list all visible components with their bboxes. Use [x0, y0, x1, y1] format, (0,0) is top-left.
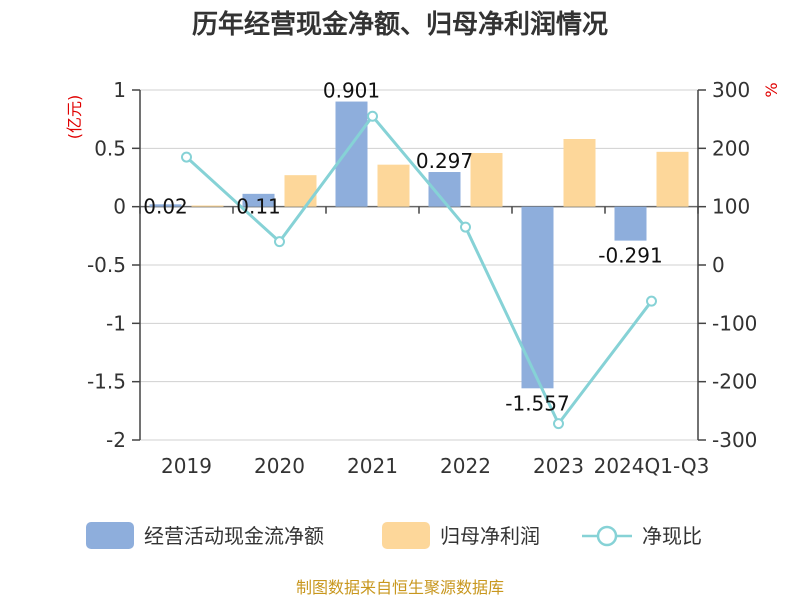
cashflow-data-label: 0.901 [323, 79, 380, 103]
legend-swatch-cashflow [86, 522, 134, 549]
right-axis-unit: % [762, 82, 781, 97]
ratio-point [181, 151, 192, 163]
category-label: 2019 [161, 454, 212, 478]
ratio-point [460, 221, 471, 233]
left-axis-tick-label: 0 [113, 195, 126, 219]
right-axis-tick-label: -300 [712, 428, 757, 452]
data-labels: 0.02 0.11 0.901 0.297 -1.557 -0.291 [143, 79, 663, 416]
cashflow-bar [335, 101, 368, 207]
cashflow-data-label: -0.291 [598, 244, 662, 268]
net-profit-bar [377, 164, 410, 207]
left-axis-tick-label: -2 [106, 428, 126, 452]
left-axis-tick-label: -1.5 [87, 370, 126, 394]
net-profit-bar [284, 175, 317, 207]
cashflow-bar [614, 206, 647, 241]
cashflow-data-label: -1.557 [505, 391, 569, 415]
category-label: 2021 [347, 454, 398, 478]
category-label: 2022 [440, 454, 491, 478]
legend-marker-ratio [596, 525, 618, 547]
ratio-point [367, 110, 378, 122]
ratio-point [553, 418, 564, 430]
left-axis-tick-label: -0.5 [87, 253, 126, 277]
category-label: 2020 [254, 454, 305, 478]
category-label: 2024Q1-Q3 [594, 454, 710, 478]
category-label: 2023 [533, 454, 584, 478]
chart-title: 历年经营现金净额、归母净利润情况 [192, 9, 608, 40]
right-axis-tick-label: 300 [712, 78, 750, 102]
legend-label-cashflow: 经营活动现金流净额 [144, 524, 324, 548]
right-axis-tick-label: 0 [712, 253, 725, 277]
legend-label-ratio: 净现比 [642, 524, 702, 548]
axes: 10.50-0.5-1-1.5-23002001000-100-200-3002… [87, 78, 757, 478]
cashflow-data-label: 0.02 [143, 195, 188, 219]
left-axis-tick-label: 1 [113, 78, 126, 102]
ratio-line [181, 110, 657, 430]
right-axis-tick-label: 100 [712, 195, 750, 219]
right-axis-tick-label: 200 [712, 136, 750, 160]
left-axis-tick-label: -1 [106, 311, 126, 335]
legend-swatch-net-profit [382, 522, 430, 549]
net-profit-bar [656, 151, 689, 207]
ratio-point [646, 295, 657, 307]
cashflow-bar [149, 204, 182, 207]
ratio-point [274, 236, 285, 248]
legend-label-net-profit: 归母净利润 [440, 524, 540, 548]
right-axis-tick-label: -200 [712, 370, 757, 394]
right-axis-tick-label: -100 [712, 311, 757, 335]
cashflow-bar [242, 193, 275, 207]
cashflow-data-label: 0.11 [236, 195, 281, 219]
cashflow-data-label: 0.297 [416, 149, 473, 173]
left-axis-tick-label: 0.5 [94, 136, 126, 160]
legend: 经营活动现金流净额 归母净利润 净现比 [86, 522, 702, 549]
net-profit-bar [470, 153, 503, 207]
ratio-line-path [185, 113, 653, 427]
net-profit-bar [563, 139, 596, 207]
left-axis-unit: (亿元) [65, 95, 84, 140]
data-source: 制图数据来自恒生聚源数据库 [296, 578, 504, 597]
cashflow-bar [521, 206, 554, 389]
net-profit-bar [191, 205, 224, 207]
